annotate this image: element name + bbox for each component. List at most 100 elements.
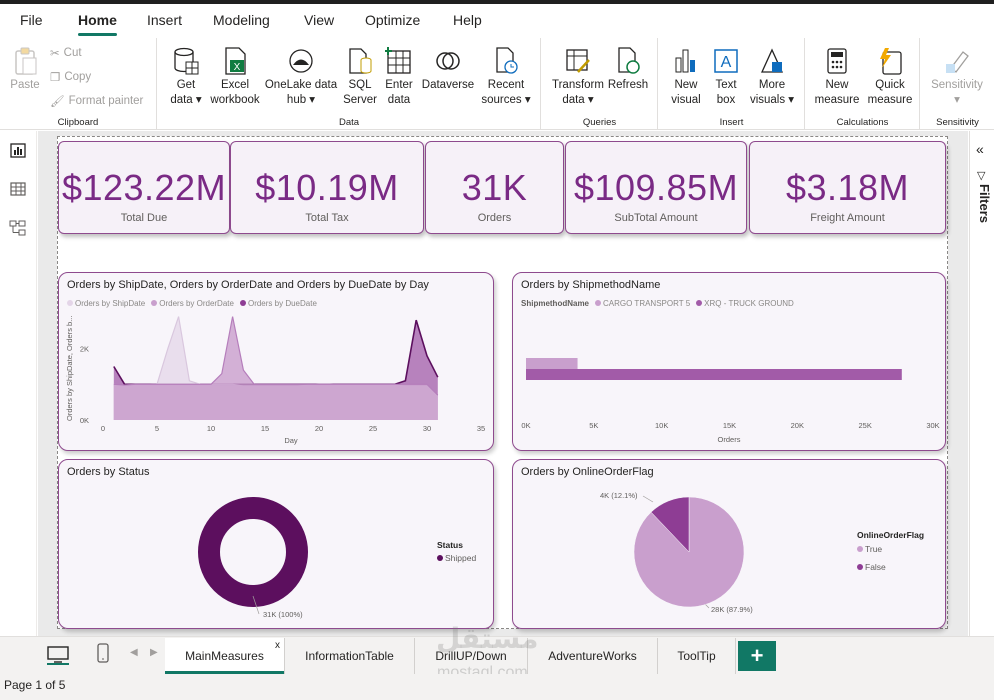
legend-swatch — [151, 300, 158, 306]
legend-label: Orders by OrderDate — [159, 299, 234, 308]
sensitivity-button[interactable]: Sensitivity ▾ — [927, 46, 987, 108]
legend-item: False — [857, 562, 886, 572]
add-page-button[interactable]: + — [738, 641, 776, 671]
chart-title: Orders by OnlineOrderFlag — [521, 466, 654, 478]
expand-pane-icon[interactable]: « — [976, 141, 984, 157]
data-label: 28K (87.9%) — [711, 605, 753, 614]
menu-modeling[interactable]: Modeling — [213, 12, 270, 28]
quick-measure-icon — [880, 48, 902, 75]
filters-pane-collapsed[interactable]: « ▽ Filters — [969, 131, 994, 636]
bar-truck-ground[interactable] — [526, 369, 902, 380]
menu-home[interactable]: Home — [78, 12, 117, 36]
chart-title: Orders by ShipDate, Orders by OrderDate … — [67, 279, 429, 291]
more-visuals-label-1: More — [758, 79, 786, 91]
donut-slice-shipped[interactable] — [198, 497, 308, 607]
kpi-label: Freight Amount — [810, 212, 885, 224]
legend-label: True — [865, 544, 883, 554]
area-series-line[interactable] — [113, 316, 439, 396]
copy-button[interactable]: ❐ Copy — [50, 70, 91, 84]
transform-data-button[interactable]: Transform data ▾ — [548, 46, 608, 108]
view-switcher-rail — [0, 131, 37, 636]
refresh-button[interactable]: Refresh — [606, 46, 650, 93]
dataverse-button[interactable]: Dataverse — [420, 46, 476, 93]
close-tab-icon[interactable]: x — [275, 640, 280, 651]
format-painter-button[interactable]: 🖌 Format painter — [50, 94, 143, 108]
quick-measure-label-1: Quick — [875, 79, 905, 91]
more-visuals-button[interactable]: More visuals ▾ — [745, 46, 799, 108]
sql-server-button[interactable]: SQL Server — [340, 46, 380, 108]
x-axis-label: Orders — [718, 435, 741, 444]
menu-insert[interactable]: Insert — [147, 12, 183, 28]
quick-measure-button[interactable]: Quick measure — [864, 46, 916, 108]
kpi-card-total-due[interactable]: $123.22M Total Due — [58, 141, 230, 234]
paste-button[interactable]: Paste — [8, 46, 42, 93]
excel-workbook-button[interactable]: X Excel workbook — [208, 46, 262, 108]
pie-slice-false[interactable] — [650, 496, 690, 553]
tab-tooltip[interactable]: ToolTip — [658, 638, 736, 674]
refresh-icon — [618, 47, 640, 74]
area-chart-panel[interactable]: Orders by ShipDate, Orders by OrderDate … — [58, 272, 494, 451]
kpi-label: SubTotal Amount — [614, 212, 698, 224]
onelake-button[interactable]: OneLake data hub ▾ — [264, 46, 338, 108]
chart-title: Orders by ShipmethodName — [521, 279, 661, 291]
tab-drillupdown[interactable]: DrillUP/Down — [415, 638, 528, 674]
tab-mainmeasures[interactable]: MainMeasures x — [165, 638, 285, 674]
kpi-card-total-tax[interactable]: $10.19M Total Tax — [230, 141, 424, 234]
plus-icon: + — [750, 643, 764, 668]
quick-measure-label-2: measure — [867, 94, 913, 106]
table-view-icon[interactable] — [9, 180, 27, 198]
cut-button[interactable]: ✂ Cut — [50, 46, 82, 60]
watermark-logo: مستقل — [436, 622, 539, 655]
kpi-card-orders[interactable]: 31K Orders — [425, 141, 564, 234]
menu-file[interactable]: File — [20, 12, 43, 28]
menu-optimize[interactable]: Optimize — [365, 12, 421, 28]
tab-adventureworks[interactable]: AdventureWorks — [528, 638, 658, 674]
tab-label: MainMeasures — [185, 649, 264, 663]
ribbon: Paste ✂ Cut ❐ Copy 🖌 Format painter Clipboa… — [0, 36, 994, 130]
calculations-group: New measure Quick measure Calculations — [806, 38, 920, 130]
text-box-button[interactable]: A Text box — [707, 46, 745, 108]
kpi-card-subtotal[interactable]: $109.85M SubTotal Amount — [565, 141, 747, 234]
bar-chart-panel[interactable]: Orders by ShipmethodName ShipmethodName … — [512, 272, 946, 451]
tab-label: InformationTable — [305, 649, 394, 663]
dataverse-label: Dataverse — [421, 79, 475, 91]
scroll-right-icon[interactable]: ▶ — [150, 647, 158, 658]
model-view-icon[interactable] — [9, 219, 27, 237]
legend-item: True — [857, 544, 882, 554]
database-icon — [174, 47, 199, 75]
more-visuals-icon — [760, 48, 784, 73]
chevron-down-icon: ▾ — [785, 94, 795, 106]
new-measure-button[interactable]: New measure — [812, 46, 862, 108]
legend-item: Orders by ShipDate — [67, 299, 145, 308]
donut-chart-panel[interactable]: Orders by Status 31K (100%) Status Shipp… — [58, 459, 494, 629]
pie-chart-svg: 4K (12.1%) 28K (87.9%) — [600, 491, 753, 614]
pie-chart-panel[interactable]: Orders by OnlineOrderFlag 4K (12.1%) 28K… — [512, 459, 946, 629]
chevron-down-icon: ▾ — [584, 94, 594, 106]
bar-cargo-transport[interactable] — [526, 358, 578, 369]
text-box-label-1: Text — [715, 79, 737, 91]
recent-label-1: Recent — [487, 79, 525, 91]
recent-sources-button[interactable]: Recent sources ▾ — [478, 46, 534, 108]
report-view-icon[interactable] — [9, 141, 27, 159]
clipboard-group-label: Clipboard — [57, 117, 99, 128]
scroll-left-icon[interactable]: ◀ — [130, 647, 138, 658]
new-visual-button[interactable]: New visual — [665, 46, 707, 108]
get-data-button[interactable]: Get data ▾ — [166, 46, 206, 108]
legend-label: False — [865, 562, 886, 572]
queries-group: Transform data ▾ Refresh Queries — [542, 38, 658, 130]
enter-data-button[interactable]: Enter data — [380, 46, 418, 108]
mobile-layout-icon[interactable] — [96, 643, 110, 665]
donut-chart-svg: 31K (100%) — [198, 497, 308, 619]
sql-label-1: SQL — [348, 79, 372, 91]
tab-informationtable[interactable]: InformationTable — [285, 638, 415, 674]
desktop-layout-icon[interactable] — [47, 645, 69, 665]
area-series-fill[interactable] — [113, 316, 438, 420]
legend-swatch — [437, 555, 443, 561]
kpi-value: $123.22M — [61, 167, 227, 208]
menu-help[interactable]: Help — [453, 12, 482, 28]
kpi-card-freight[interactable]: $3.18M Freight Amount — [749, 141, 946, 234]
x-axis-label: Day — [284, 436, 298, 445]
x-tick-label: 0 — [101, 424, 105, 433]
paintbrush-icon: 🖌 — [50, 96, 65, 108]
menu-view[interactable]: View — [304, 12, 335, 28]
